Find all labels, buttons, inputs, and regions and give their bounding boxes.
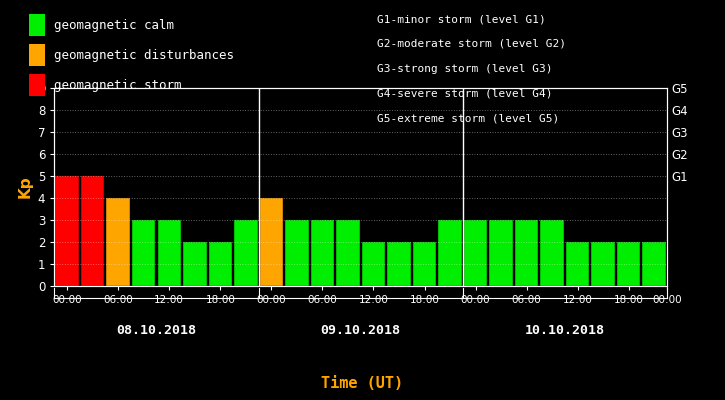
Text: geomagnetic calm: geomagnetic calm (54, 18, 174, 32)
Bar (157, 220, 181, 286)
Bar (362, 242, 385, 286)
Text: G4-severe storm (level G4): G4-severe storm (level G4) (377, 88, 552, 98)
Bar (310, 220, 334, 286)
Text: G2-moderate storm (level G2): G2-moderate storm (level G2) (377, 39, 566, 49)
Bar (260, 198, 283, 286)
Bar (387, 242, 411, 286)
Bar (285, 220, 309, 286)
Bar (642, 242, 666, 286)
Bar (183, 242, 207, 286)
Bar (439, 220, 462, 286)
Bar (234, 220, 257, 286)
Bar (489, 220, 513, 286)
Bar (566, 242, 589, 286)
Bar (540, 220, 564, 286)
Bar (464, 220, 487, 286)
Y-axis label: Kp: Kp (17, 176, 33, 198)
Text: 09.10.2018: 09.10.2018 (320, 324, 401, 336)
Text: G1-minor storm (level G1): G1-minor storm (level G1) (377, 14, 546, 24)
Text: Time (UT): Time (UT) (321, 376, 404, 392)
Bar (55, 176, 79, 286)
Bar (336, 220, 360, 286)
Text: G5-extreme storm (level G5): G5-extreme storm (level G5) (377, 113, 559, 123)
Bar (107, 198, 130, 286)
Bar (515, 220, 539, 286)
Bar (592, 242, 615, 286)
Text: 08.10.2018: 08.10.2018 (117, 324, 196, 336)
Bar (413, 242, 436, 286)
Text: G3-strong storm (level G3): G3-strong storm (level G3) (377, 64, 552, 74)
Bar (617, 242, 640, 286)
Bar (209, 242, 232, 286)
Text: geomagnetic storm: geomagnetic storm (54, 78, 181, 92)
Bar (132, 220, 155, 286)
Text: geomagnetic disturbances: geomagnetic disturbances (54, 48, 233, 62)
Text: 10.10.2018: 10.10.2018 (525, 324, 605, 336)
Bar (81, 176, 104, 286)
